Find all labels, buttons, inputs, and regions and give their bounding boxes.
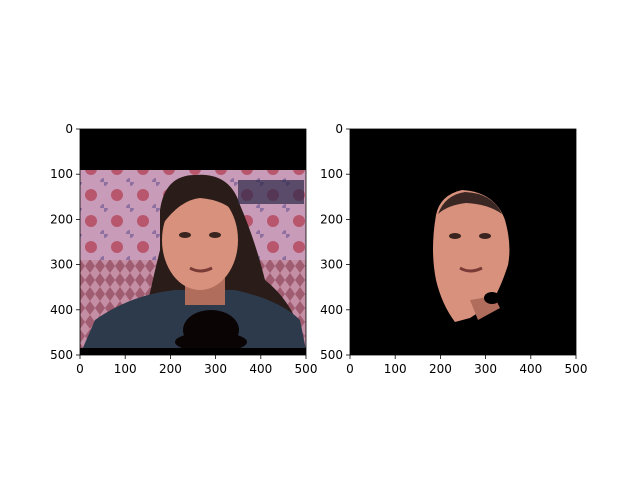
left-x-tick-label: 200 bbox=[159, 362, 182, 376]
right-y-tick-label: 0 bbox=[335, 122, 343, 136]
right-axes-frame bbox=[349, 128, 577, 356]
left-y-tick-label: 300 bbox=[50, 258, 73, 272]
right-x-tick-label: 300 bbox=[474, 362, 497, 376]
right-x-tick-label: 500 bbox=[565, 362, 588, 376]
right-y-tick-label: 400 bbox=[320, 303, 343, 317]
right-y-tick-label: 300 bbox=[320, 258, 343, 272]
right-y-tick-label: 200 bbox=[320, 212, 343, 226]
right-x-tick-label: 100 bbox=[384, 362, 407, 376]
left-y-tick-label: 200 bbox=[50, 212, 73, 226]
left-x-tick-label: 500 bbox=[295, 362, 318, 376]
left-y-tick-label: 500 bbox=[50, 348, 73, 362]
left-y-tick-label: 400 bbox=[50, 303, 73, 317]
left-image bbox=[80, 129, 306, 355]
left-axes-frame bbox=[79, 128, 307, 356]
left-x-tick-label: 300 bbox=[204, 362, 227, 376]
right-y-tick-label: 100 bbox=[320, 167, 343, 181]
right-x-tick-label: 0 bbox=[346, 362, 354, 376]
right-y-tick-label: 500 bbox=[320, 348, 343, 362]
left-x-tick-label: 400 bbox=[249, 362, 272, 376]
right-image bbox=[350, 129, 576, 355]
right-x-tick-label: 200 bbox=[429, 362, 452, 376]
left-x-tick-label: 100 bbox=[114, 362, 137, 376]
left-x-tick-label: 0 bbox=[76, 362, 84, 376]
left-y-tick-label: 100 bbox=[50, 167, 73, 181]
left-y-tick-label: 0 bbox=[65, 122, 73, 136]
right-x-tick-label: 400 bbox=[519, 362, 542, 376]
